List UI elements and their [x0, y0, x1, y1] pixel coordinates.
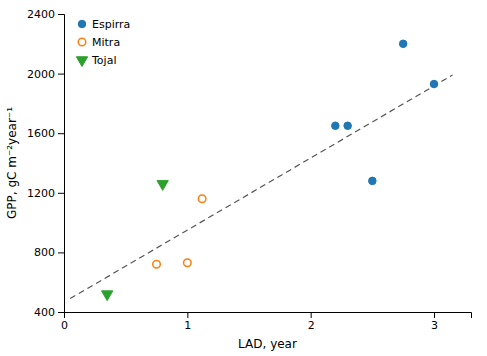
y-tick-label: 400 — [34, 306, 55, 319]
x-tick-mark — [311, 312, 312, 318]
x-tick-label: 0 — [61, 319, 68, 332]
regression-line — [70, 75, 452, 299]
point — [184, 259, 192, 267]
y-tick-mark — [58, 193, 64, 194]
y-axis: 400 800 1200 1600 2000 2400 — [27, 8, 65, 319]
y-tick: 1600 — [27, 127, 64, 140]
x-tick-label: 1 — [184, 319, 191, 332]
legend-marker — [78, 20, 86, 28]
point — [430, 80, 438, 88]
plot-area: 0 1 2 3 400 800 1200 1600 2000 2400 Espirra Mitra To… — [27, 8, 472, 332]
y-tick-mark — [58, 14, 64, 15]
x-tick-label: 3 — [431, 319, 438, 332]
point — [369, 177, 377, 185]
point — [399, 40, 407, 48]
legend-label: Tojal — [91, 54, 116, 67]
legend-label: Mitra — [92, 36, 120, 49]
x-axis-title: LAD, year — [238, 337, 297, 351]
point — [102, 291, 113, 301]
y-tick: 2000 — [27, 68, 64, 81]
x-axis: 0 1 2 3 — [61, 312, 472, 332]
x-axis-line — [65, 313, 472, 319]
point — [332, 122, 340, 130]
legend-item: Mitra — [78, 36, 120, 49]
chart: 0 1 2 3 400 800 1200 1600 2000 2400 Espirra Mitra To… — [0, 0, 487, 356]
point — [344, 122, 352, 130]
y-tick-label: 800 — [34, 246, 55, 259]
point — [157, 181, 168, 191]
y-tick-label: 2400 — [27, 8, 55, 21]
point — [153, 261, 161, 269]
y-tick: 400 — [34, 306, 64, 319]
legend-marker — [78, 38, 86, 46]
legend: Espirra Mitra Tojal — [76, 18, 130, 67]
point — [198, 195, 206, 203]
legend-item: Tojal — [76, 54, 116, 67]
x-tick: 2 — [308, 312, 315, 332]
y-axis-line — [58, 15, 65, 313]
x-tick: 0 — [61, 312, 68, 332]
y-tick-mark — [58, 74, 64, 75]
marks — [70, 40, 452, 301]
x-tick: 1 — [184, 312, 191, 332]
y-tick: 1200 — [27, 187, 64, 200]
y-tick-mark — [58, 252, 64, 253]
legend-label: Espirra — [92, 18, 130, 31]
x-tick-label: 2 — [308, 319, 315, 332]
y-tick-label: 1600 — [27, 127, 55, 140]
x-tick-mark — [187, 312, 188, 318]
x-tick: 3 — [431, 312, 438, 332]
y-axis-title: GPP, gC m⁻²year⁻¹ — [5, 107, 19, 219]
x-tick-mark — [434, 312, 435, 318]
legend-item: Espirra — [78, 18, 130, 31]
y-tick-label: 2000 — [27, 68, 55, 81]
y-tick: 800 — [34, 246, 64, 259]
y-tick: 2400 — [27, 8, 64, 21]
y-tick-mark — [58, 312, 64, 313]
legend-marker — [76, 57, 87, 67]
y-tick-mark — [58, 133, 64, 134]
y-tick-label: 1200 — [27, 187, 55, 200]
